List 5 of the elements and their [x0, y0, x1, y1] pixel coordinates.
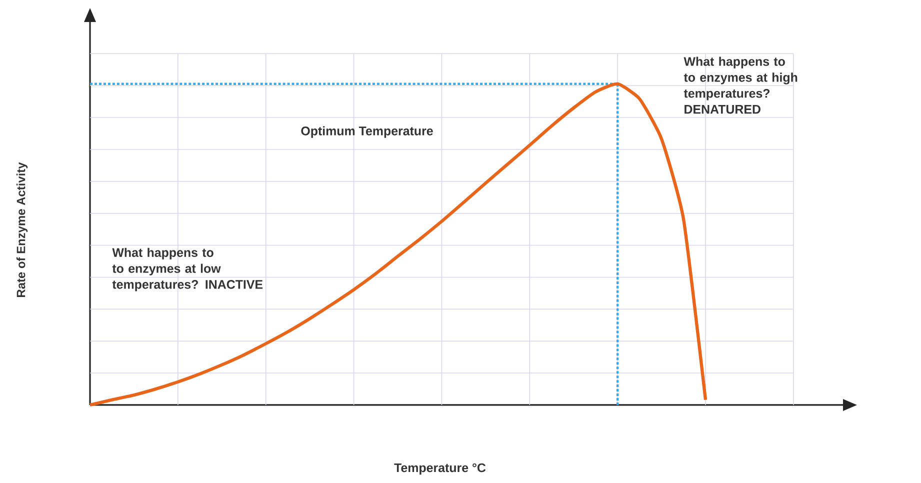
annotation: Optimum Temperature: [301, 126, 433, 138]
y-axis-title: Rate of Enzyme Activity: [16, 162, 28, 297]
x-axis-title: Temperature °C: [394, 463, 486, 475]
annotation: What happens to to enzymes at low temperatures? INACTIVE: [112, 248, 263, 292]
annotation: What happens to to enzymes at high temperatures? DENATURED: [684, 56, 798, 114]
